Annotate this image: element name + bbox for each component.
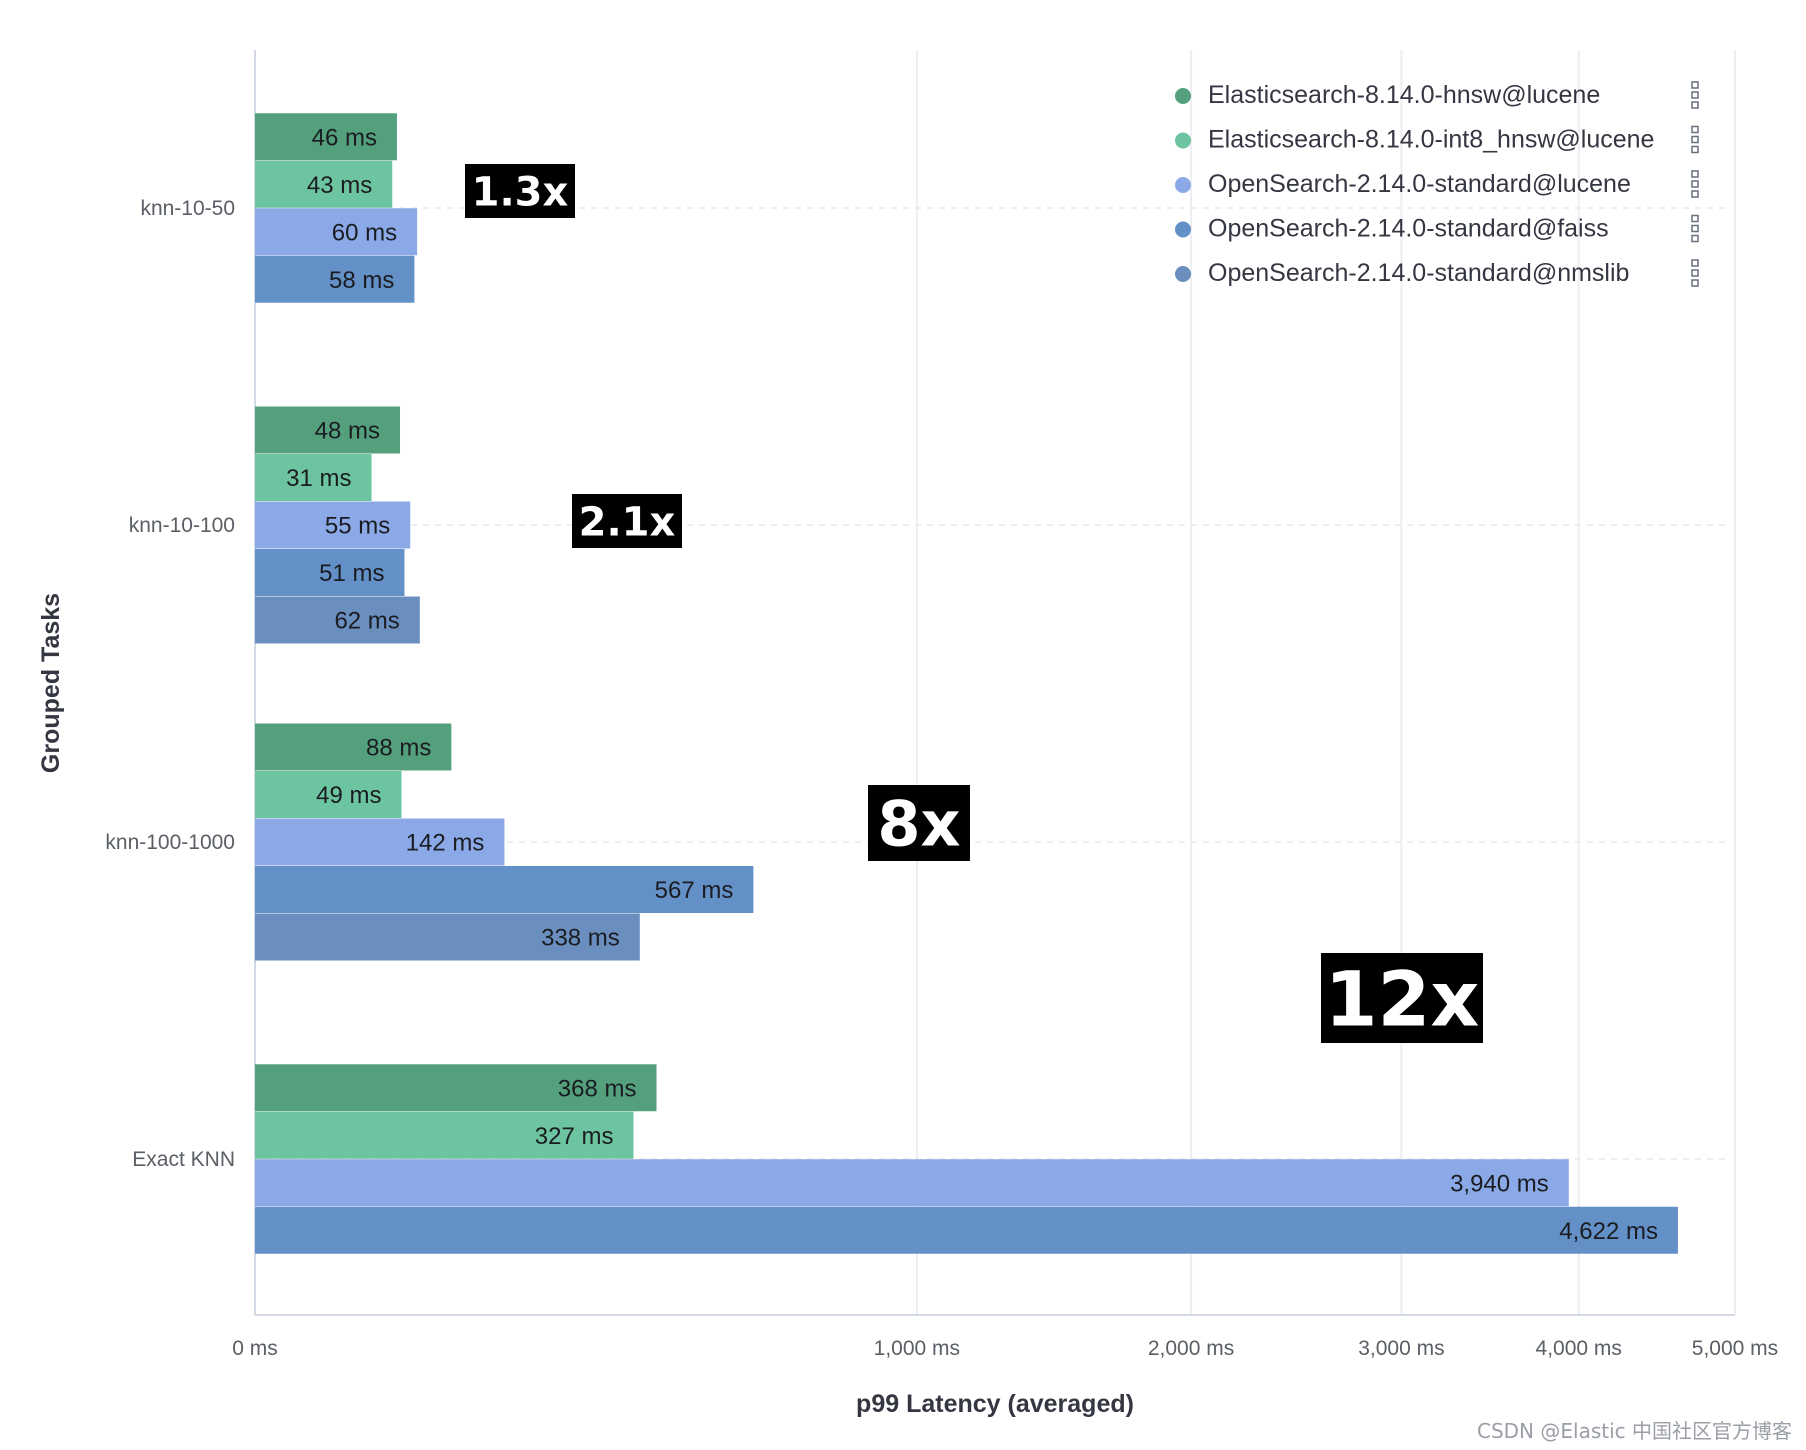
bar [255, 913, 640, 961]
watermark: CSDN @Elastic 中国社区官方博客 [1477, 1419, 1792, 1443]
bar [255, 818, 505, 866]
legend-label: OpenSearch-2.14.0-standard@lucene [1208, 170, 1631, 198]
menu-dot [1691, 224, 1699, 233]
legend-item[interactable]: Elasticsearch-8.14.0-hnsw@lucene [1175, 81, 1699, 109]
ratio-annotation-box [868, 785, 970, 861]
ratio-annotation-text: 8x [877, 787, 960, 860]
bar-value-label: 55 ms [325, 513, 390, 540]
legend-label: OpenSearch-2.14.0-standard@faiss [1208, 215, 1609, 243]
legend-menu-icon[interactable] [1691, 214, 1699, 243]
category-label: knn-10-50 [140, 197, 235, 220]
legend-label: Elasticsearch-8.14.0-hnsw@lucene [1208, 81, 1600, 109]
legend-item[interactable]: OpenSearch-2.14.0-standard@faiss [1175, 214, 1699, 243]
menu-dot [1691, 234, 1699, 243]
bar-value-label: 338 ms [541, 925, 620, 952]
bar [255, 1206, 1678, 1254]
legend-swatch [1175, 88, 1191, 104]
bar [255, 723, 452, 771]
bar [255, 501, 411, 549]
ratio-annotation-box [465, 164, 575, 218]
bar [255, 596, 420, 644]
bar [255, 1064, 657, 1112]
x-tick-label: 3,000 ms [1358, 1337, 1444, 1360]
ratio-annotation-text: 2.1x [579, 499, 676, 545]
legend-swatch [1175, 221, 1191, 238]
bar-value-label: 43 ms [307, 172, 372, 199]
menu-dot [1691, 101, 1699, 109]
legend-label: Elasticsearch-8.14.0-int8_hnsw@lucene [1208, 126, 1654, 154]
bar-value-label: 58 ms [329, 267, 394, 294]
y-axis-title: Grouped Tasks [37, 593, 65, 773]
menu-dot [1691, 279, 1699, 287]
bar-value-label: 48 ms [315, 418, 380, 445]
ratio-annotation-box [572, 494, 682, 548]
bar-value-label: 60 ms [332, 219, 397, 246]
menu-dot [1691, 135, 1699, 144]
bar-value-label: 51 ms [319, 560, 384, 587]
ratio-annotation-text: 1.3x [472, 169, 569, 215]
legend[interactable]: Elasticsearch-8.14.0-hnsw@lucene Elastics… [1175, 81, 1699, 287]
legend-menu-icon[interactable] [1691, 259, 1699, 287]
menu-dot [1691, 259, 1699, 267]
bar [255, 113, 397, 161]
grid-layer [254, 50, 1736, 1316]
x-axis-title: p99 Latency (averaged) [856, 1390, 1134, 1418]
bar [255, 549, 405, 596]
menu-dot [1691, 125, 1699, 134]
bar [255, 406, 401, 454]
menu-dot [1691, 145, 1699, 154]
menu-dot [1691, 190, 1699, 198]
x-tick-label: 0 ms [232, 1337, 278, 1360]
annotations-layer: 1.3x 2.1x 8x 12x [465, 164, 1483, 1043]
bar [255, 255, 415, 303]
bar-value-label: 368 ms [558, 1075, 637, 1102]
bar-value-label: 142 ms [406, 830, 485, 857]
x-tick-label: 5,000 ms [1692, 1337, 1778, 1360]
legend-swatch [1175, 177, 1191, 193]
bar-value-label: 46 ms [312, 124, 377, 151]
ratio-annotation-text: 12x [1325, 954, 1480, 1043]
legend-item[interactable]: OpenSearch-2.14.0-standard@lucene [1175, 170, 1699, 198]
bar [255, 208, 418, 256]
x-tick-label: 1,000 ms [874, 1337, 960, 1360]
ratio-annotation-box [1321, 953, 1483, 1043]
bar-value-label: 567 ms [655, 877, 734, 904]
bar [255, 454, 372, 501]
legend-menu-icon[interactable] [1691, 125, 1699, 154]
legend-swatch [1175, 132, 1191, 149]
x-tick-label: 2,000 ms [1148, 1337, 1234, 1360]
menu-dot [1691, 91, 1699, 99]
bar-value-label: 327 ms [535, 1123, 614, 1150]
legend-label: OpenSearch-2.14.0-standard@nmslib [1208, 259, 1629, 287]
bar [255, 866, 754, 913]
bar-value-label: 3,940 ms [1450, 1170, 1549, 1197]
legend-menu-icon[interactable] [1691, 170, 1699, 198]
bar-value-label: 62 ms [334, 608, 399, 635]
category-label: knn-100-1000 [105, 831, 235, 854]
menu-dot [1691, 180, 1699, 188]
bar-value-label: 4,622 ms [1559, 1218, 1658, 1245]
menu-dot [1691, 214, 1699, 223]
menu-dot [1691, 269, 1699, 277]
x-tick-label: 4,000 ms [1536, 1337, 1622, 1360]
menu-dot [1691, 170, 1699, 178]
bar-value-label: 49 ms [316, 782, 381, 809]
legend-swatch [1175, 266, 1191, 282]
bar [255, 160, 393, 208]
bar-value-label: 31 ms [286, 465, 351, 492]
legend-item[interactable]: Elasticsearch-8.14.0-int8_hnsw@lucene [1175, 125, 1699, 154]
legend-item[interactable]: OpenSearch-2.14.0-standard@nmslib [1175, 259, 1699, 287]
category-label: Exact KNN [132, 1148, 235, 1171]
legend-menu-icon[interactable] [1691, 81, 1699, 109]
bars-layer: 46 ms 43 ms 60 ms 58 ms 48 ms 31 ms 55 ms 51 ms… [255, 113, 1678, 1254]
category-label: knn-10-100 [129, 514, 235, 537]
menu-dot [1691, 81, 1699, 89]
bar [255, 771, 402, 818]
bar-value-label: 88 ms [366, 735, 431, 762]
bar [255, 1159, 1569, 1207]
bar [255, 1111, 634, 1159]
axes: p99 Latency (averaged) Grouped Tasks 0 m… [37, 197, 1778, 1418]
